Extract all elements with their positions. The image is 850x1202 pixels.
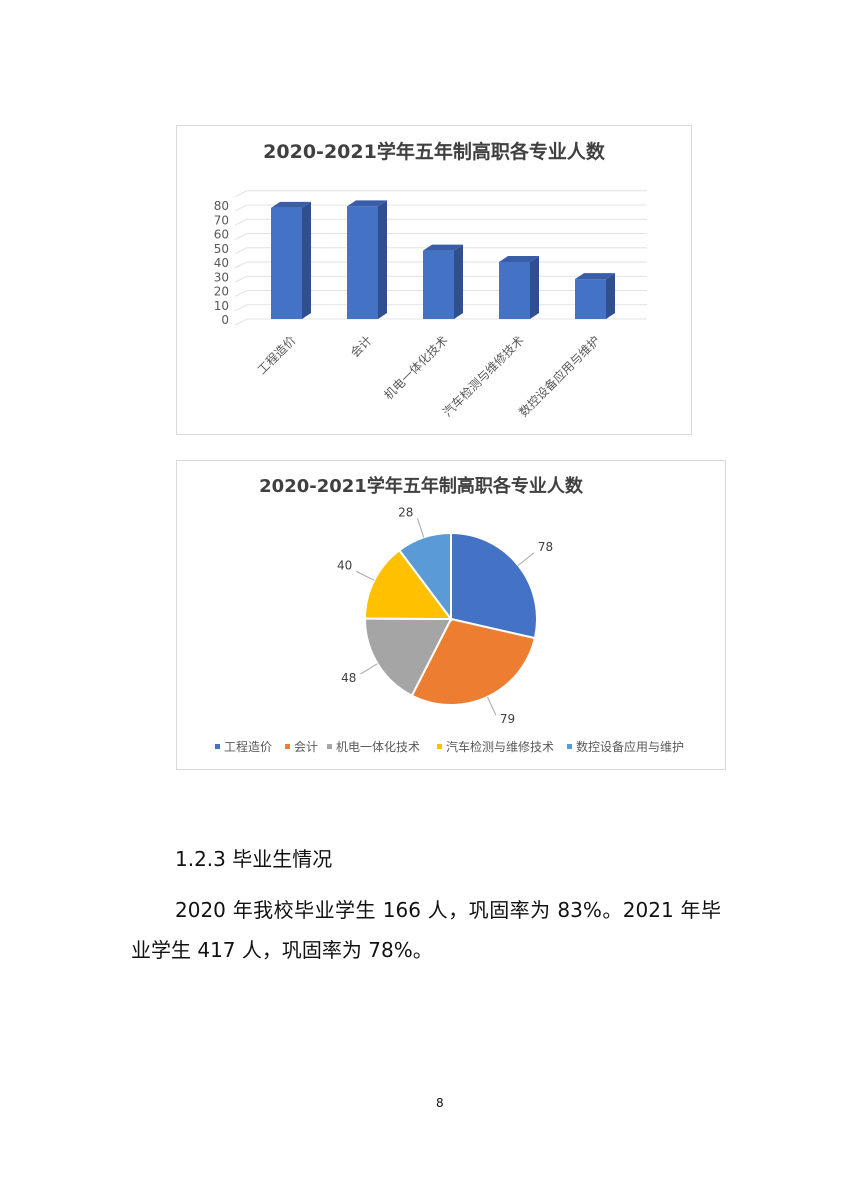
- bar: [423, 250, 454, 319]
- bar-side: [454, 244, 463, 319]
- legend-label: 机电一体化技术: [336, 740, 420, 754]
- x-tick-label: 汽车检测与维修技术: [440, 333, 527, 420]
- legend-swatch: [437, 744, 442, 749]
- y-tick-label: 0: [221, 313, 229, 327]
- bar: [271, 207, 302, 319]
- leader-line: [360, 663, 378, 675]
- leader-line: [416, 518, 425, 538]
- bar-side: [530, 256, 539, 319]
- bar: [347, 206, 378, 319]
- y-tick-label: 80: [214, 199, 229, 213]
- gridline: [234, 318, 647, 326]
- data-label: 48: [341, 671, 356, 685]
- bar-side: [302, 201, 311, 319]
- leader-line: [356, 570, 375, 581]
- y-tick-label: 10: [214, 299, 229, 313]
- bar-top: [271, 201, 311, 208]
- leader-line: [517, 552, 535, 566]
- x-tick-label: 会计: [348, 333, 375, 360]
- gridline: [234, 218, 647, 226]
- legend-swatch: [327, 744, 332, 749]
- y-tick-label: 40: [214, 256, 229, 270]
- legend-swatch: [285, 744, 290, 749]
- bar-top: [347, 200, 387, 207]
- bar-chart: 2020-2021学年五年制高职各专业人数 0 10 20 30 40 50 60 70 80 工…: [176, 125, 692, 435]
- bar-top: [423, 244, 463, 251]
- section-heading: 1.2.3 毕业生情况: [175, 847, 333, 871]
- bar-top: [499, 256, 539, 262]
- bar: [499, 262, 530, 319]
- pie-chart-svg: 2020-2021学年五年制高职各专业人数 78 79 48 40 28 工程造价 会计 机电…: [215, 475, 684, 754]
- pie-chart-title: 2020-2021学年五年制高职各专业人数: [259, 475, 584, 497]
- data-label: 28: [398, 505, 413, 519]
- y-tick-label: 70: [214, 213, 229, 227]
- pie-slice: [364, 617, 453, 697]
- y-tick-label: 20: [214, 285, 229, 299]
- bar: [575, 279, 606, 319]
- data-label: 79: [500, 712, 515, 726]
- x-tick-label: 工程造价: [254, 333, 299, 378]
- data-label: 78: [538, 540, 553, 554]
- legend-label: 工程造价: [224, 739, 272, 754]
- section-paragraph: 2020 年我校毕业学生 166 人，巩固率为 83%。2021 年毕业学生 4…: [131, 898, 721, 962]
- gridline: [234, 204, 647, 212]
- y-tick-label: 60: [214, 228, 229, 242]
- y-tick-label: 30: [214, 270, 229, 284]
- pie-slice: [410, 617, 537, 706]
- page-number: 8: [436, 1096, 444, 1110]
- gridline: [234, 190, 647, 198]
- bar-chart-title: 2020-2021学年五年制高职各专业人数: [263, 140, 606, 163]
- legend-label: 数控设备应用与维护: [576, 739, 684, 754]
- legend-label: 汽车检测与维修技术: [446, 739, 554, 754]
- y-tick-label: 50: [214, 242, 229, 256]
- x-tick-label: 数控设备应用与维护: [516, 333, 603, 420]
- legend-swatch: [215, 744, 220, 749]
- leader-line: [486, 696, 497, 716]
- bar-side: [606, 273, 615, 319]
- bar-side: [378, 200, 387, 319]
- pie-chart: 2020-2021学年五年制高职各专业人数 78 79 48 40 28 工程造价 会计 机电…: [176, 460, 726, 770]
- data-label: 40: [337, 558, 352, 572]
- bar-top: [575, 273, 615, 280]
- legend-swatch: [567, 744, 572, 749]
- gridline: [234, 233, 647, 240]
- legend-label: 会计: [294, 740, 318, 754]
- x-tick-label: 机电一体化技术: [381, 333, 450, 402]
- pie-slice: [363, 548, 454, 621]
- gridline: [234, 247, 647, 255]
